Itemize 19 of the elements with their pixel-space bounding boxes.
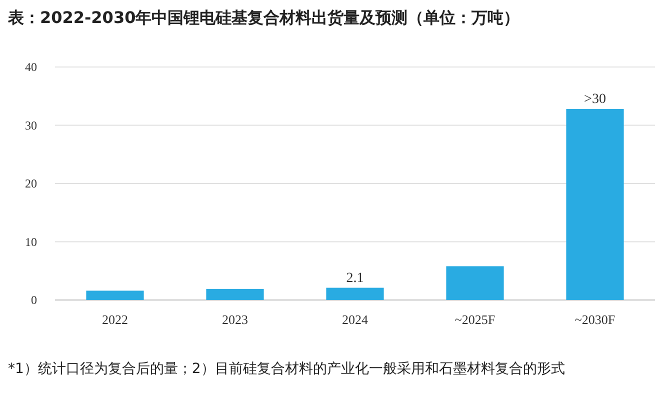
bar — [566, 108, 624, 300]
bar — [326, 288, 384, 300]
y-tick-label: 20 — [25, 176, 37, 190]
x-tick-label: ~2025F — [454, 312, 496, 327]
y-tick-label: 0 — [31, 293, 37, 307]
y-tick-label: 10 — [25, 234, 37, 249]
text: *1）统计口径为复合后的量；2）目前硅复合材料的产业化一般采用和石墨材料复合的形式 — [8, 360, 566, 378]
data-label: 2.1 — [346, 270, 364, 286]
bar — [446, 266, 504, 300]
bar — [206, 288, 264, 300]
bar — [86, 290, 144, 300]
x-tick-label: 2024 — [342, 312, 368, 327]
chart-title: 表：2022-2030年中国锂电硅基复合材料出货量及预测（单位：万吨） — [8, 8, 520, 29]
data-label: >30 — [584, 92, 606, 107]
x-tick-label: ~2030F — [574, 312, 616, 327]
x-tick-label: 2023 — [222, 312, 248, 327]
x-tick-label: 2022 — [102, 312, 128, 327]
y-tick-label: 30 — [25, 118, 37, 132]
y-tick-label: 40 — [25, 60, 37, 74]
